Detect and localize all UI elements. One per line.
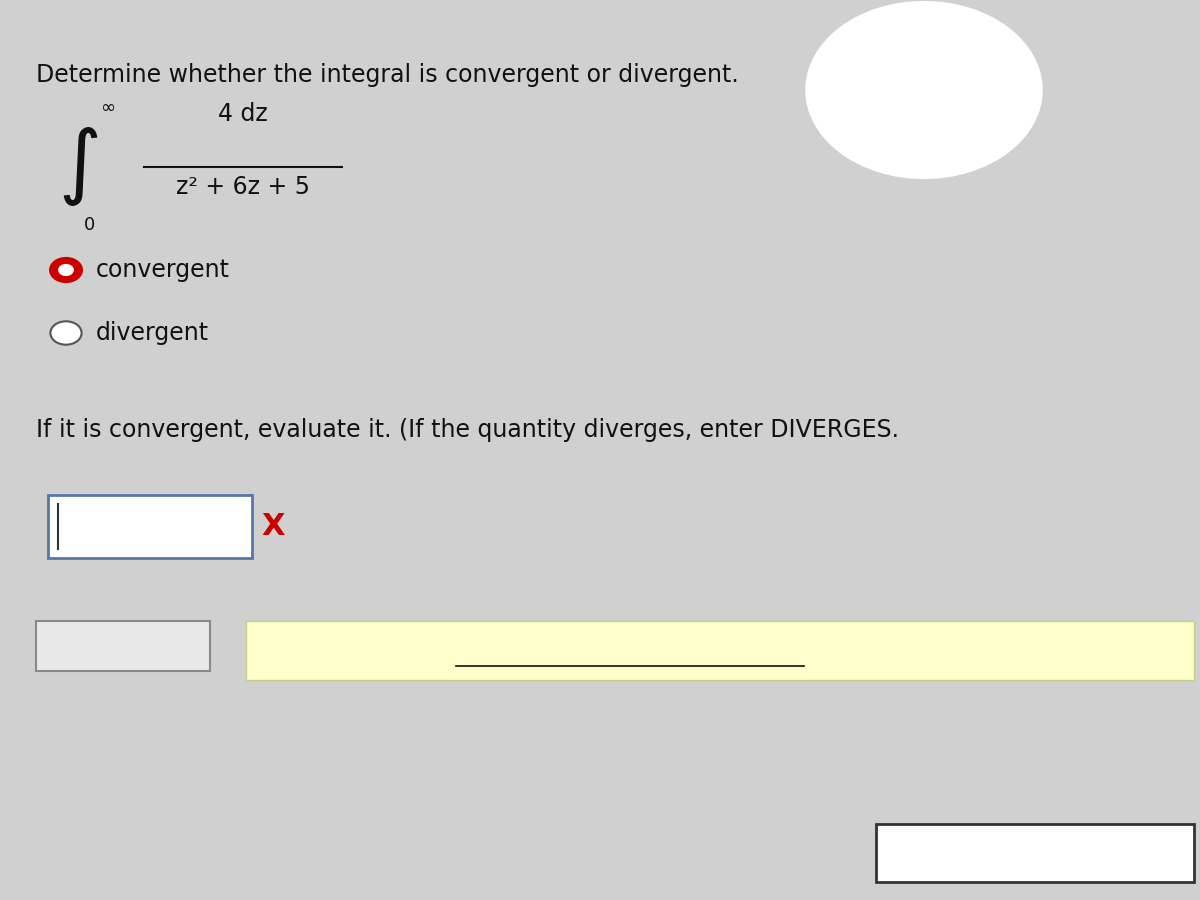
FancyBboxPatch shape	[36, 621, 210, 670]
Text: divergent: divergent	[96, 321, 209, 345]
Circle shape	[50, 321, 82, 345]
Text: 4 dz: 4 dz	[218, 102, 268, 126]
Text: View Previous Question: View Previous Question	[920, 843, 1150, 862]
Text: X: X	[262, 512, 286, 541]
Text: Revert to Last Response: Revert to Last Response	[456, 641, 694, 660]
FancyBboxPatch shape	[246, 621, 1194, 680]
FancyBboxPatch shape	[876, 824, 1194, 882]
Text: convergent: convergent	[96, 258, 230, 282]
Text: Submit Answer: Submit Answer	[55, 637, 191, 655]
Ellipse shape	[805, 1, 1043, 179]
Circle shape	[59, 265, 73, 275]
Circle shape	[50, 258, 82, 282]
Text: 0: 0	[84, 216, 95, 234]
Text: If it is convergent, evaluate it. (If the quantity diverges, enter DIVERGES.: If it is convergent, evaluate it. (If th…	[36, 418, 899, 443]
FancyBboxPatch shape	[48, 495, 252, 558]
Text: Viewing Saved Work: Viewing Saved Work	[270, 641, 476, 660]
Text: z² + 6z + 5: z² + 6z + 5	[176, 176, 310, 200]
Text: $\int$: $\int$	[58, 125, 98, 208]
Text: ∞: ∞	[100, 99, 115, 117]
Text: Determine whether the integral is convergent or divergent.: Determine whether the integral is conver…	[36, 63, 739, 87]
